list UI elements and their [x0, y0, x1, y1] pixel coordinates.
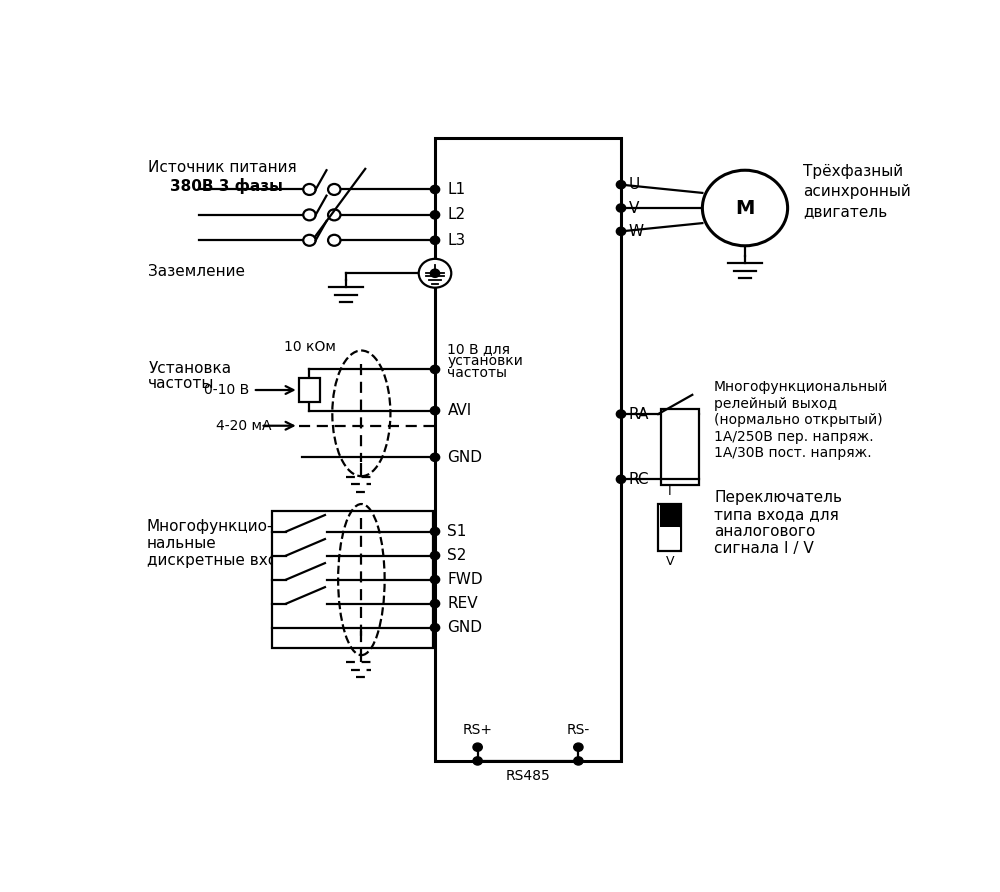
- Text: Многофункцио-: Многофункцио-: [147, 518, 273, 533]
- Circle shape: [430, 186, 440, 194]
- Text: FWD: FWD: [447, 572, 483, 587]
- Circle shape: [430, 453, 440, 461]
- Text: 1А/250В пер. напряж.: 1А/250В пер. напряж.: [714, 430, 874, 443]
- Text: V: V: [629, 201, 639, 216]
- Circle shape: [574, 756, 583, 765]
- Circle shape: [616, 204, 626, 212]
- Text: частоты: частоты: [148, 376, 215, 391]
- Text: (нормально открытый): (нормально открытый): [714, 413, 883, 427]
- Text: дискретные входы: дискретные входы: [147, 553, 299, 568]
- Circle shape: [473, 756, 482, 765]
- Text: U: U: [629, 178, 640, 192]
- Text: GND: GND: [447, 450, 482, 465]
- Text: Многофункциональный: Многофункциональный: [714, 380, 888, 394]
- Text: S2: S2: [447, 548, 467, 563]
- Text: V: V: [666, 555, 674, 568]
- Text: L3: L3: [447, 233, 466, 248]
- Text: установки: установки: [447, 354, 523, 368]
- Text: типа входа для: типа входа для: [714, 507, 839, 522]
- Circle shape: [328, 210, 340, 220]
- Circle shape: [430, 236, 440, 244]
- Circle shape: [473, 743, 482, 751]
- Circle shape: [430, 527, 440, 535]
- Text: двигатель: двигатель: [803, 204, 887, 219]
- FancyBboxPatch shape: [435, 138, 621, 761]
- Circle shape: [702, 170, 788, 246]
- Circle shape: [430, 366, 440, 374]
- Circle shape: [430, 211, 440, 219]
- Text: L1: L1: [447, 182, 466, 197]
- Bar: [660, 506, 680, 526]
- Text: RC: RC: [629, 472, 649, 487]
- Bar: [661, 409, 698, 485]
- Circle shape: [430, 551, 440, 559]
- Text: 380В 3 фазы: 380В 3 фазы: [170, 178, 283, 194]
- Text: сигнала I / V: сигнала I / V: [714, 541, 814, 557]
- Circle shape: [574, 743, 583, 751]
- Circle shape: [616, 410, 626, 418]
- Text: 10 В для: 10 В для: [447, 342, 510, 356]
- Circle shape: [430, 269, 440, 277]
- Text: 10 кОм: 10 кОм: [284, 341, 335, 354]
- Text: M: M: [735, 199, 755, 218]
- Circle shape: [616, 180, 626, 189]
- Bar: [299, 377, 320, 402]
- Text: 1А/30В пост. напряж.: 1А/30В пост. напряж.: [714, 446, 872, 460]
- Circle shape: [430, 599, 440, 607]
- Text: GND: GND: [447, 620, 482, 635]
- Circle shape: [430, 407, 440, 415]
- Text: RS-: RS-: [567, 723, 590, 737]
- Text: AVI: AVI: [447, 403, 472, 418]
- Circle shape: [616, 475, 626, 483]
- Circle shape: [328, 235, 340, 246]
- Text: частоты: частоты: [447, 366, 507, 380]
- Circle shape: [303, 184, 316, 195]
- Circle shape: [616, 227, 626, 235]
- Bar: [660, 528, 680, 549]
- Circle shape: [430, 575, 440, 583]
- Text: Источник питания: Источник питания: [148, 160, 297, 175]
- Text: аналогового: аналогового: [714, 524, 815, 539]
- Circle shape: [303, 210, 316, 220]
- Text: RS+: RS+: [463, 723, 493, 737]
- Text: REV: REV: [447, 596, 478, 611]
- Text: асинхронный: асинхронный: [803, 184, 911, 199]
- Circle shape: [419, 259, 451, 288]
- Text: Заземление: Заземление: [148, 264, 245, 279]
- Text: RA: RA: [629, 407, 649, 422]
- Text: L2: L2: [447, 207, 466, 222]
- Text: RS485: RS485: [506, 769, 550, 783]
- Text: нальные: нальные: [147, 536, 216, 550]
- Text: Трёхфазный: Трёхфазный: [803, 164, 903, 179]
- Circle shape: [430, 624, 440, 632]
- Text: релейный выход: релейный выход: [714, 397, 837, 410]
- Text: I: I: [668, 485, 672, 498]
- Text: Переключатель: Переключатель: [714, 490, 842, 505]
- Text: 4-20 мА: 4-20 мА: [216, 418, 272, 433]
- Bar: [272, 511, 433, 648]
- Text: 0-10 В: 0-10 В: [204, 383, 249, 397]
- Text: Установка: Установка: [148, 360, 231, 376]
- Bar: [658, 504, 681, 550]
- Circle shape: [328, 184, 340, 195]
- Text: S1: S1: [447, 524, 467, 539]
- Text: W: W: [629, 224, 644, 239]
- Circle shape: [303, 235, 316, 246]
